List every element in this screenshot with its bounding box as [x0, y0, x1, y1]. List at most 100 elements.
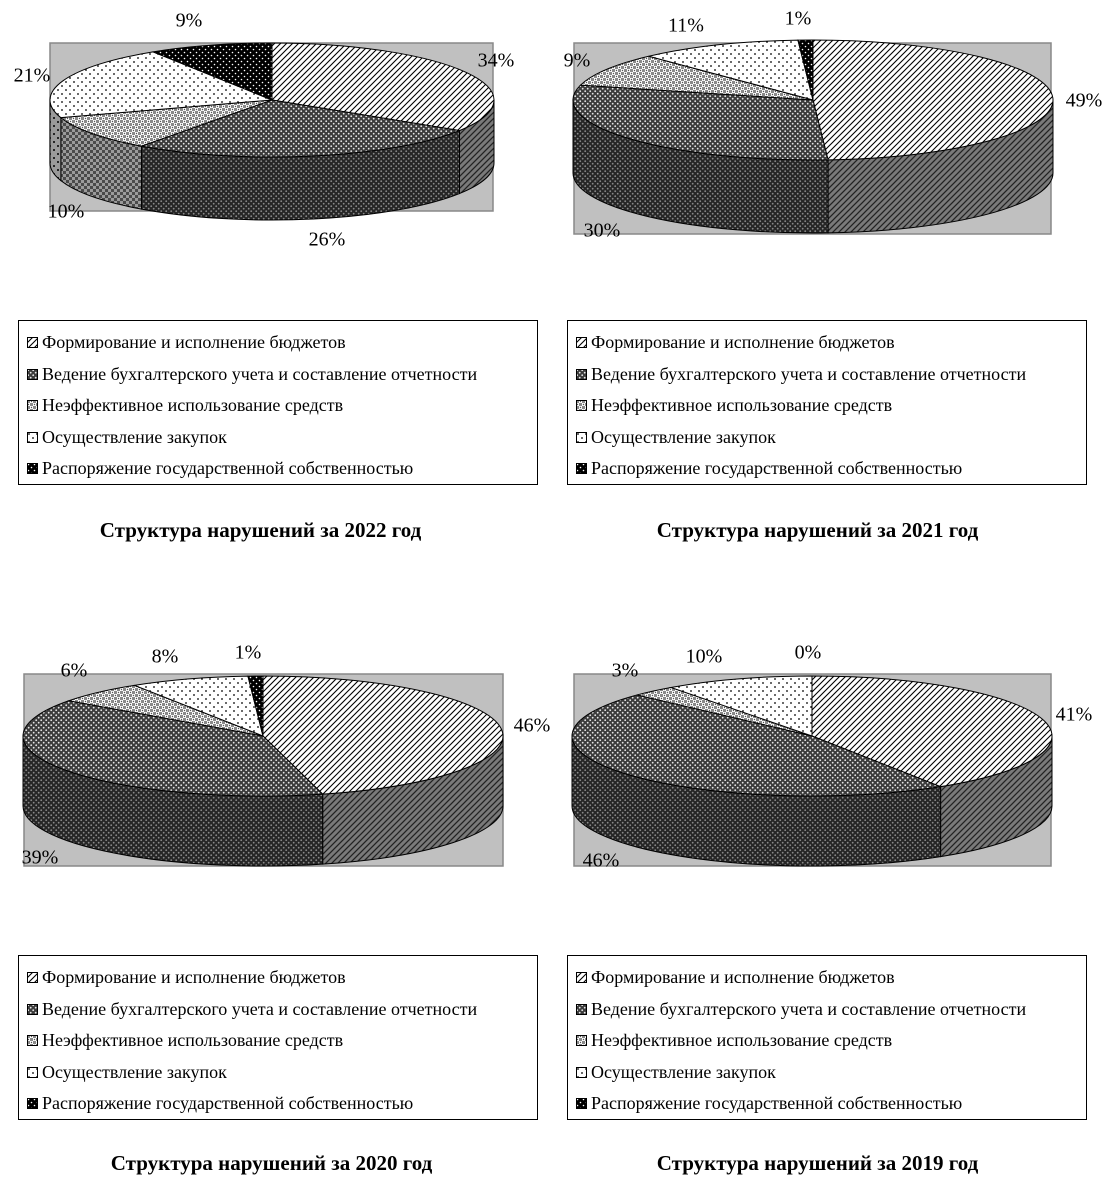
chart-title-2022: Структура нарушений за 2022 год — [99, 518, 422, 542]
legend-swatch-icon — [576, 463, 587, 475]
legend-swatch-icon — [27, 400, 38, 412]
data-label: 6% — [61, 660, 88, 682]
pie-slice — [579, 55, 814, 101]
legend-item: Распоряжение государственной собственнос… — [576, 453, 1078, 485]
data-label: 10% — [48, 201, 85, 223]
chart-title-2019: Структура нарушений за 2019 год — [656, 1151, 979, 1175]
legend-2022: Формирование и исполнение бюджетов Ведени… — [18, 320, 538, 485]
legend-label: Распоряжение государственной собственнос… — [42, 1093, 414, 1114]
pie-slice — [648, 39, 814, 101]
legend-label: Ведение бухгалтерского учета и составлен… — [42, 363, 478, 384]
legend-item: Распоряжение государственной собственнос… — [576, 1088, 1078, 1120]
legend-swatch-icon — [27, 431, 38, 443]
legend-item: Осуществление закупок — [27, 422, 529, 454]
data-label: 9% — [176, 10, 203, 32]
chart-title-2021: Структура нарушений за 2021 год — [656, 518, 979, 542]
pie-chart-2022: 34% 26% 10% 21% 9% — [14, 10, 515, 251]
legend-label: Осуществление закупок — [591, 426, 776, 447]
legend-swatch-icon — [27, 1035, 38, 1047]
legend-swatch-icon — [576, 431, 587, 443]
data-label: 1% — [785, 8, 812, 30]
legend-swatch-icon — [27, 337, 38, 349]
legend-swatch-icon — [576, 1035, 587, 1047]
legend-label: Формирование и исполнение бюджетов — [591, 332, 895, 353]
chart-panel-2021: 49% 30% 9% 11% 1% Формирование и исполнение … — [549, 0, 1102, 589]
data-label: 46% — [514, 715, 551, 737]
legend-label: Неэффективное использование средств — [42, 1030, 344, 1051]
pie-slice — [151, 42, 273, 101]
legend-item: Неэффективное использование средств — [27, 1025, 529, 1057]
pie-slice — [247, 675, 264, 737]
legend-item: Осуществление закупок — [576, 1057, 1078, 1089]
legend-item: Ведение бухгалтерского учета и составлен… — [576, 994, 1078, 1026]
data-label: 9% — [564, 50, 591, 72]
pie-slice — [812, 39, 1054, 161]
legend-label: Распоряжение государственной собственнос… — [591, 458, 963, 479]
data-label: 1% — [235, 642, 262, 664]
legend-label: Осуществление закупок — [42, 1061, 227, 1082]
data-label: 10% — [686, 646, 723, 668]
legend-swatch-icon — [27, 368, 38, 380]
chart-panel-2022: 34% 26% 10% 21% 9% Формирование и исполнение… — [0, 0, 553, 589]
legend-swatch-icon — [576, 400, 587, 412]
data-label: 49% — [1066, 90, 1102, 112]
pie-slice — [571, 694, 943, 797]
pie-slice — [132, 675, 264, 737]
legend-label: Распоряжение государственной собственнос… — [42, 458, 414, 479]
pie-chart-2019: 41% 46% 3% 10% 0% — [571, 642, 1093, 872]
legend-label: Ведение бухгалтерского учета и составлен… — [591, 363, 1027, 384]
legend-item: Ведение бухгалтерского учета и составлен… — [27, 359, 529, 391]
legend-swatch-icon — [576, 337, 587, 349]
legend-swatch-icon — [27, 1066, 38, 1078]
pie-slice — [811, 675, 1053, 788]
data-label: 34% — [478, 50, 515, 72]
data-label: 11% — [668, 15, 704, 37]
legend-item: Формирование и исполнение бюджетов — [576, 962, 1078, 994]
legend-swatch-icon — [576, 368, 587, 380]
legend-item: Осуществление закупок — [27, 1057, 529, 1089]
pie-slice — [262, 675, 504, 795]
legend-swatch-icon — [576, 1066, 587, 1078]
legend-item: Формирование и исполнение бюджетов — [576, 327, 1078, 359]
data-label: 21% — [14, 65, 51, 87]
legend-swatch-icon — [576, 1098, 587, 1110]
data-label: 8% — [152, 646, 179, 668]
pie-slice — [49, 51, 273, 119]
legend-label: Неэффективное использование средств — [591, 395, 893, 416]
legend-item: Распоряжение государственной собственнос… — [27, 453, 529, 485]
data-label: 41% — [1056, 704, 1093, 726]
chart-title-2020: Структура нарушений за 2020 год — [110, 1151, 433, 1175]
legend-item: Ведение бухгалтерского учета и составлен… — [576, 359, 1078, 391]
data-label: 3% — [612, 660, 639, 682]
chart-panel-2020: 46% 39% 6% 8% 1% Формирование и исполнение б… — [0, 589, 553, 1178]
data-label: 39% — [22, 847, 59, 869]
legend-swatch-icon — [27, 1003, 38, 1015]
legend-label: Распоряжение государственной собственнос… — [591, 1093, 963, 1114]
legend-item: Неэффективное использование средств — [576, 1025, 1078, 1057]
legend-label: Неэффективное использование средств — [42, 395, 344, 416]
legend-item: Ведение бухгалтерского учета и составлен… — [27, 994, 529, 1026]
chart-panel-2019: 41% 46% 3% 10% 0% Формирование и исполнение … — [549, 589, 1102, 1178]
legend-swatch-icon — [576, 1003, 587, 1015]
legend-swatch-icon — [27, 1098, 38, 1110]
legend-2021: Формирование и исполнение бюджетов Ведени… — [567, 320, 1087, 485]
pie-slice — [668, 675, 813, 737]
pie-chart-2020: 46% 39% 6% 8% 1% — [22, 642, 551, 869]
legend-swatch-icon — [27, 972, 38, 984]
pie-chart-2021: 49% 30% 9% 11% 1% — [564, 8, 1102, 242]
data-label: 26% — [309, 229, 346, 251]
pie-slice — [139, 99, 462, 158]
data-label: 0% — [795, 642, 822, 664]
pie-slice — [797, 39, 814, 101]
pie-slice — [59, 99, 273, 147]
pie-slice — [22, 700, 324, 797]
pie-slice — [572, 84, 829, 161]
legend-item: Осуществление закупок — [576, 422, 1078, 454]
legend-item: Неэффективное использование средств — [576, 390, 1078, 422]
legend-item: Неэффективное использование средств — [27, 390, 529, 422]
legend-swatch-icon — [576, 972, 587, 984]
legend-item: Формирование и исполнение бюджетов — [27, 962, 529, 994]
legend-label: Формирование и исполнение бюджетов — [42, 967, 346, 988]
legend-label: Осуществление закупок — [591, 1061, 776, 1082]
legend-label: Ведение бухгалтерского учета и составлен… — [591, 998, 1027, 1019]
